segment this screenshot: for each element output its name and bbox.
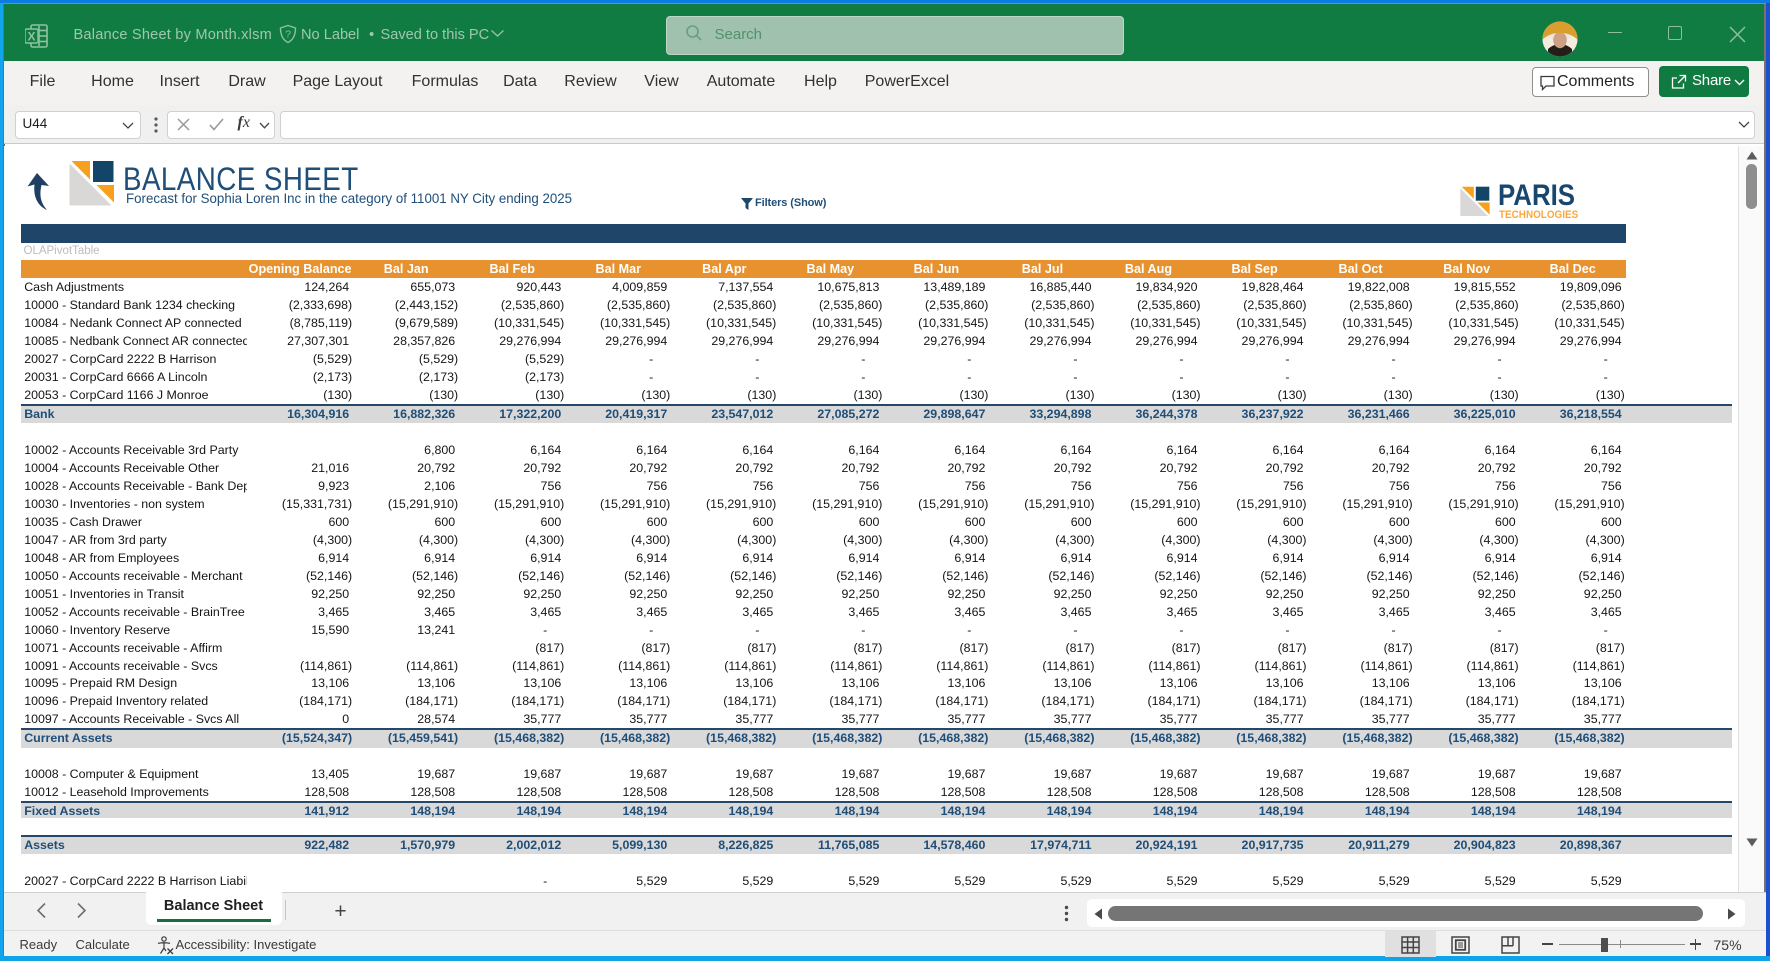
svg-text:?: ? bbox=[285, 28, 291, 40]
svg-text:X: X bbox=[27, 29, 35, 43]
